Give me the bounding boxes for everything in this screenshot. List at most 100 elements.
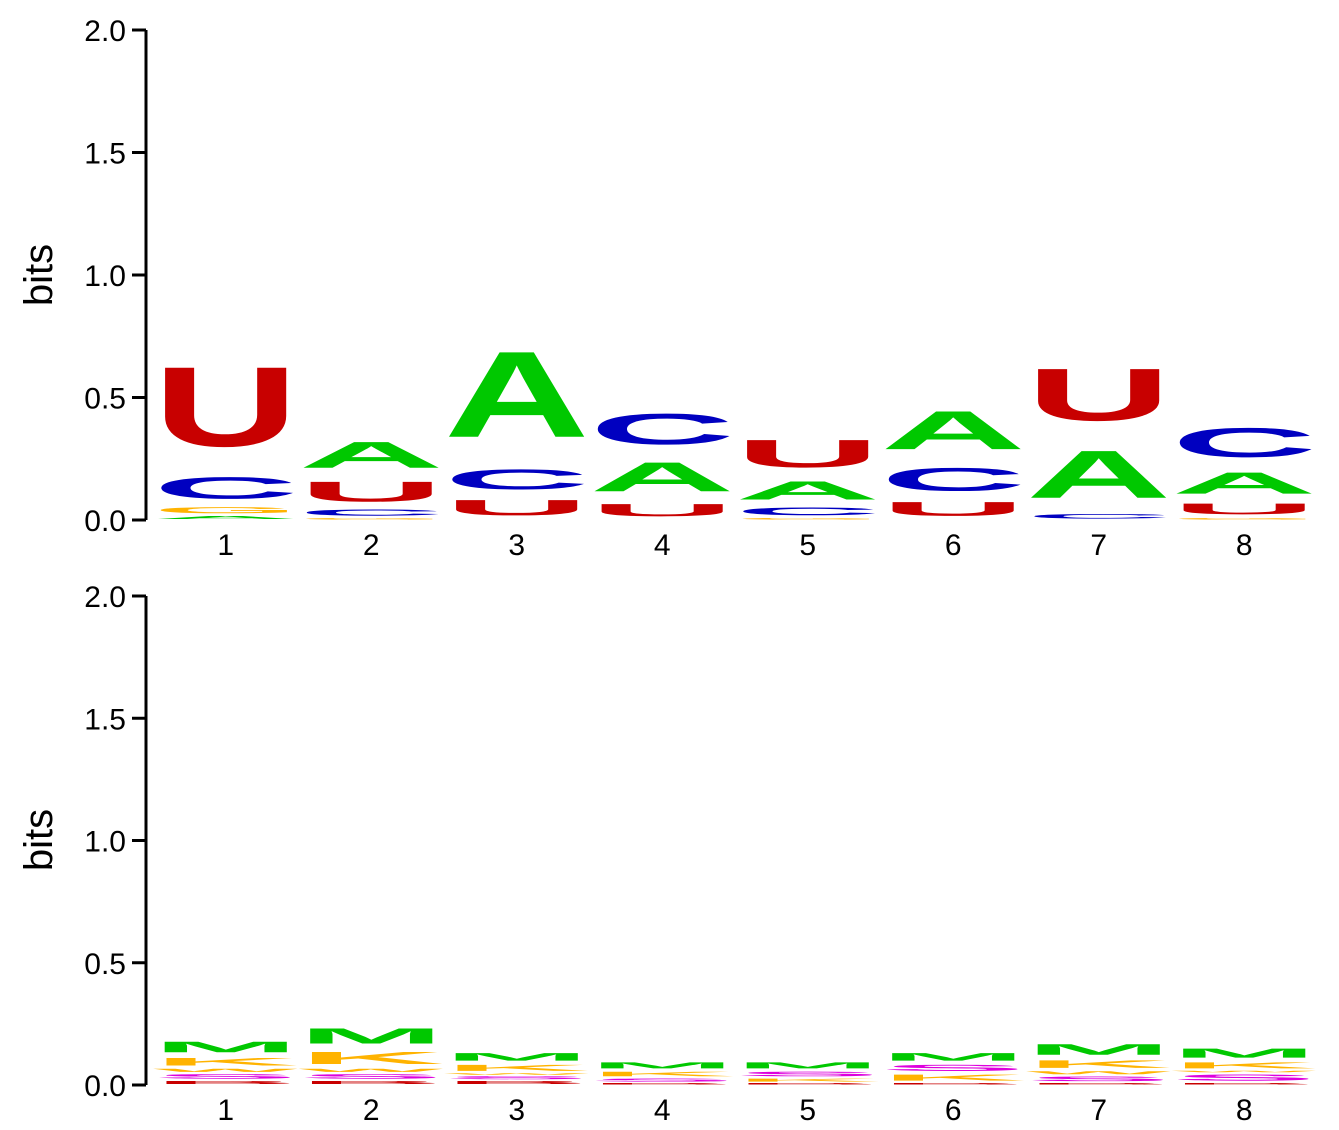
logo-letter-k: K (1026, 1058, 1171, 1070)
y-axis-title: bits (17, 244, 61, 306)
logo-letter-w: W (1026, 1070, 1172, 1075)
logo-letter-g: G (1172, 518, 1317, 520)
y-tick-label: 1.0 (84, 826, 126, 859)
x-tick-label: 1 (217, 529, 234, 562)
logo-letter-a: A (444, 326, 589, 463)
logo-letter-m: M (881, 1051, 1026, 1063)
logo-letter-b: B (299, 1080, 444, 1085)
x-tick-label: 4 (654, 1094, 671, 1127)
logo-letter-g: G (735, 518, 880, 520)
logo-letter-s: S (444, 1075, 590, 1080)
logo-stack-3: UCA (444, 326, 590, 519)
y-tick-label: 2.0 (84, 581, 126, 614)
logo-letter-k: K (299, 1048, 444, 1067)
logo-letter-k: K (590, 1070, 735, 1077)
logo-letter-w: W (299, 1068, 445, 1073)
logo-letter-k: K (153, 1056, 298, 1068)
logo-letter-w: W (1172, 1070, 1318, 1072)
x-axis-labels: 1 2 3 4 5 6 7 8 (217, 529, 1252, 562)
logo-letter-k: K (735, 1078, 880, 1083)
logo-letter-u: U (1172, 500, 1317, 517)
y-tick-label: 0.5 (84, 383, 126, 416)
logo-letter-a: A (153, 515, 298, 520)
logo-letter-a: A (1172, 466, 1317, 500)
logo-letter-k: K (444, 1063, 589, 1073)
logo-letter-u: U (299, 476, 445, 508)
logo-letter-c: C (299, 508, 444, 518)
x-tick-label: 6 (945, 1094, 962, 1127)
logo-letter-m: M (1172, 1046, 1317, 1061)
logo-letter-b: B (153, 1080, 298, 1085)
logo-letter-m: M (299, 1024, 444, 1048)
y-axis-title: bits (17, 809, 61, 871)
logo-letter-s: S (881, 1063, 1027, 1073)
x-tick-label: 5 (799, 1094, 816, 1127)
logo-letter-k: K (881, 1073, 1026, 1083)
logo-letter-w: W (153, 1068, 299, 1073)
x-tick-label: 8 (1236, 529, 1253, 562)
logo-letter-u: U (881, 498, 1027, 520)
logo-letter-b: B (1172, 1083, 1318, 1085)
logo-letter-m: M (735, 1061, 880, 1071)
logo-letter-c: C (444, 464, 590, 496)
x-tick-label: 2 (363, 529, 380, 562)
logo-letter-a: A (735, 476, 880, 505)
logo-letter-m: M (1026, 1041, 1171, 1058)
logo-letter-c: C (153, 471, 298, 505)
logo-letter-k: K (1172, 1061, 1317, 1071)
logo-letter-b: B (444, 1080, 589, 1085)
y-tick-label: 2.0 (84, 15, 126, 48)
logo-letter-m: M (444, 1051, 589, 1063)
logo-letter-s: S (1026, 1075, 1171, 1082)
y-axis-ticks: 0.0 0.5 1.0 1.5 2.0 (84, 581, 146, 1103)
x-tick-label: 1 (217, 1094, 234, 1127)
logo-letter-s: S (590, 1078, 736, 1083)
x-tick-label: 8 (1236, 1094, 1253, 1127)
logo-stack-6: UCA (881, 400, 1027, 520)
x-tick-label: 3 (508, 1094, 525, 1127)
x-tick-label: 2 (363, 1094, 380, 1127)
logo-letter-b: B (1026, 1083, 1172, 1085)
y-tick-label: 0.0 (84, 1070, 126, 1103)
logo-letter-b: B (881, 1083, 1027, 1085)
logo-letter-u: U (444, 495, 589, 519)
y-axis-ticks: 0.0 0.5 1.0 1.5 2.0 (84, 15, 146, 538)
logo-letter-s: S (1172, 1073, 1318, 1083)
x-tick-label: 4 (654, 529, 671, 562)
logo-letter-a: A (881, 400, 1027, 461)
y-tick-label: 1.5 (84, 138, 126, 171)
logo-letter-s: S (735, 1070, 880, 1077)
logo-letter-w: W (444, 1073, 590, 1075)
logo-letter-g: G (299, 518, 444, 520)
logo-letter-u: U (153, 343, 298, 470)
logo-letter-m: M (590, 1061, 735, 1071)
logo-letter-a: A (590, 454, 735, 501)
logo-letter-s: S (153, 1073, 298, 1080)
y-tick-label: 1.0 (84, 260, 126, 293)
logo-letter-g: G (153, 505, 298, 515)
logo-letter-c: C (881, 461, 1026, 498)
x-tick-label: 5 (799, 529, 816, 562)
logo-letter-b: B (590, 1083, 736, 1085)
x-tick-label: 7 (1090, 529, 1107, 562)
y-tick-label: 0.5 (84, 948, 126, 981)
x-tick-label: 3 (508, 529, 525, 562)
logo-letter-c: C (590, 405, 735, 454)
logo-letter-m: M (153, 1039, 298, 1056)
logo-letter-c: C (1026, 513, 1171, 520)
logo-letter-a: A (1026, 436, 1171, 512)
logo-letter-u: U (590, 500, 735, 519)
